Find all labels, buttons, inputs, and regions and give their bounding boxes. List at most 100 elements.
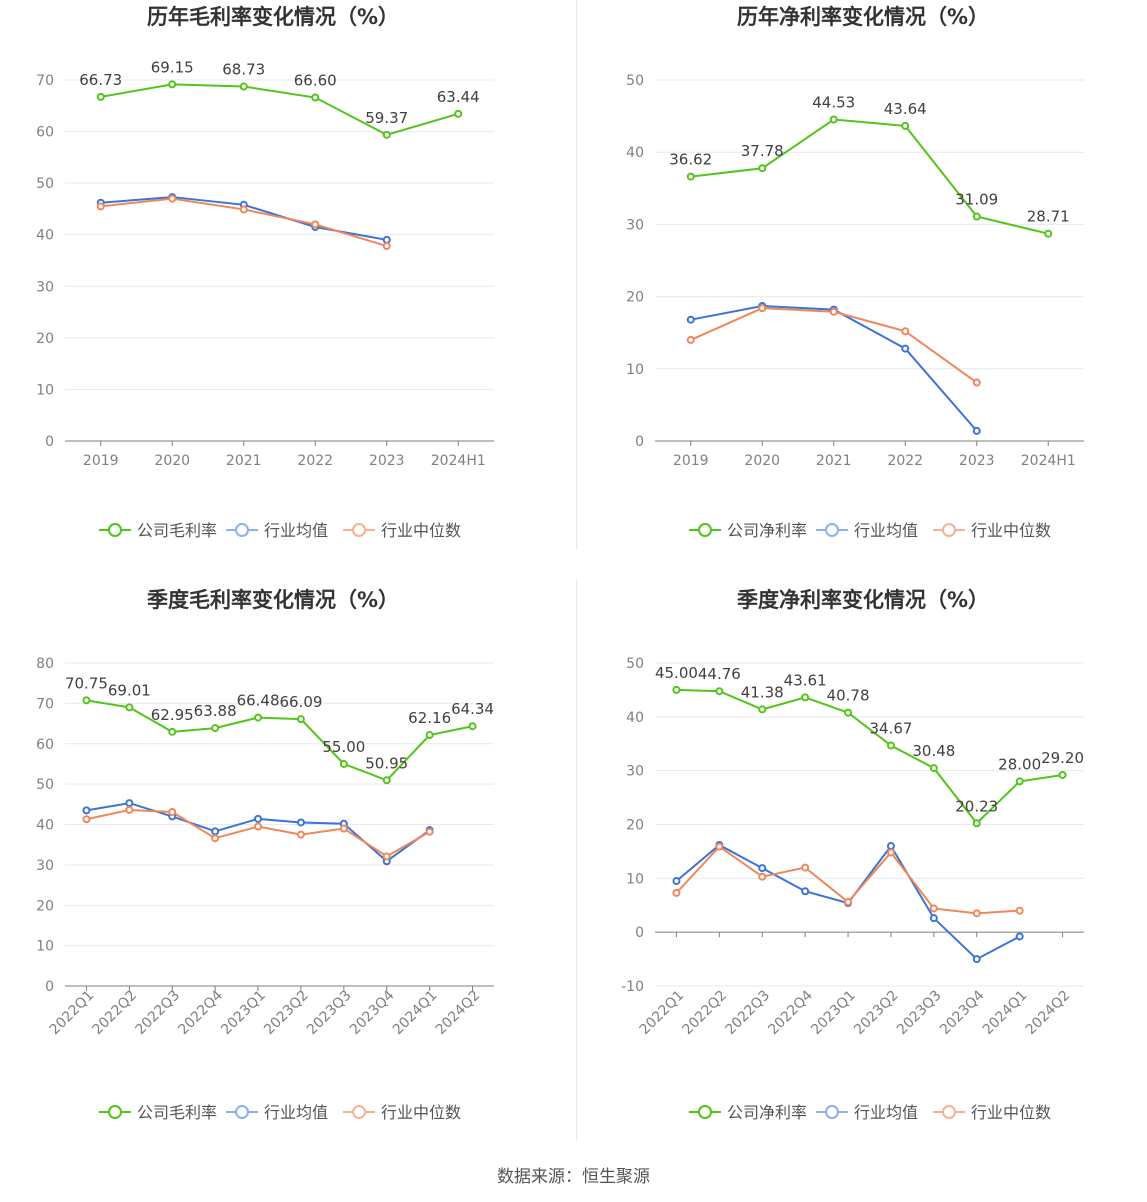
series-point-1 (254, 713, 263, 722)
series-point-1 (972, 819, 981, 828)
series-line-1 (676, 688, 1063, 825)
x-tick-label: 2022Q1 (637, 988, 688, 1039)
data-label: 69.15 (151, 58, 194, 76)
y-tick-label: 10 (36, 939, 54, 955)
data-label: 62.16 (408, 709, 451, 727)
data-source-note: 数据来源：恒生聚源 (497, 1167, 650, 1187)
legend-marker (825, 1105, 839, 1119)
x-tick-label: 2021 (226, 453, 262, 469)
series-point-1 (382, 130, 391, 139)
data-label: 40.78 (827, 687, 870, 705)
legend-item-1: 公司毛利率 (99, 521, 217, 540)
legend-item-3: 行业中位数 (933, 521, 1051, 540)
series-point-1 (715, 687, 724, 696)
x-tick-label: 2022 (887, 453, 923, 469)
x-tick-label: 2022Q4 (765, 987, 816, 1038)
x-tick-label: 2024H1 (1021, 453, 1076, 469)
series-point-1 (1044, 229, 1053, 238)
y-tick-label: 0 (45, 979, 54, 995)
x-tick-label: 2024Q1 (980, 988, 1031, 1039)
y-tick-label: 10 (626, 871, 644, 887)
chart-panel-4: 季度净利率变化情况（%）-10010203040502022Q12022Q220… (621, 588, 1084, 1122)
series-point-1 (758, 164, 767, 173)
series-point-3 (382, 852, 391, 861)
legend-item-1: 公司净利率 (689, 521, 807, 540)
series-line-1 (100, 83, 459, 136)
y-tick-label: 0 (635, 925, 644, 941)
series-point-1 (339, 759, 348, 768)
series-point-1 (686, 172, 695, 181)
y-tick-label: 30 (36, 279, 54, 295)
data-label: 55.00 (322, 738, 365, 756)
y-tick-label: 50 (626, 656, 644, 672)
series-point-1 (382, 776, 391, 785)
series-point-3 (972, 909, 981, 918)
legend-item-2: 行业均值 (226, 1103, 328, 1122)
legend-item-3: 行业中位数 (343, 521, 461, 540)
x-tick-label: 2022Q1 (47, 988, 98, 1039)
legend-item-1: 公司净利率 (689, 1103, 807, 1122)
legend-label: 行业均值 (264, 1103, 328, 1122)
x-tick-label: 2022Q3 (132, 988, 183, 1039)
data-label: 28.00 (998, 755, 1041, 773)
y-tick-label: 10 (626, 362, 644, 378)
series-point-3 (211, 834, 220, 843)
chart-title: 季度毛利率变化情况（%） (147, 588, 399, 612)
x-tick-label: 2022 (297, 453, 333, 469)
series-point-1 (311, 93, 320, 102)
data-label: 62.95 (151, 706, 194, 724)
series-point-3 (929, 904, 938, 913)
chart-title: 历年毛利率变化情况（%） (147, 5, 399, 29)
y-tick-label: 20 (36, 331, 54, 347)
data-label: 37.78 (741, 142, 784, 160)
data-label: 69.01 (108, 681, 151, 699)
chart-title: 历年净利率变化情况（%） (737, 5, 989, 29)
data-label: 45.00 (655, 664, 698, 682)
series-point-3 (801, 863, 810, 872)
series-point-2 (382, 235, 391, 244)
legend-marker (942, 523, 956, 537)
legend-item-3: 行业中位数 (343, 1103, 461, 1122)
data-label: 30.48 (912, 742, 955, 760)
data-label: 29.20 (1041, 749, 1084, 767)
series-point-3 (168, 194, 177, 203)
data-label: 63.44 (437, 88, 480, 106)
series-point-2 (82, 806, 91, 815)
y-tick-label: 70 (36, 696, 54, 712)
series-point-3 (296, 830, 305, 839)
chart-panel-3: 季度毛利率变化情况（%）010203040506070802022Q12022Q… (36, 588, 494, 1122)
series-point-1 (886, 741, 895, 750)
x-tick-label: 2024Q2 (433, 988, 484, 1039)
y-tick-label: -10 (621, 979, 644, 995)
series-point-2 (211, 827, 220, 836)
x-tick-label: 2022Q4 (175, 987, 226, 1038)
series-point-1 (296, 715, 305, 724)
series-point-2 (1015, 932, 1024, 941)
series-point-2 (972, 426, 981, 435)
y-tick-label: 60 (36, 737, 54, 753)
series-point-1 (844, 708, 853, 717)
series-point-3 (239, 205, 248, 214)
y-tick-label: 20 (626, 290, 644, 306)
data-label: 66.48 (237, 692, 280, 710)
x-tick-label: 2024Q2 (1023, 988, 1074, 1039)
legend-label: 行业均值 (264, 521, 328, 540)
series-line-3 (690, 307, 978, 384)
series-point-2 (125, 799, 134, 808)
series-point-2 (901, 344, 910, 353)
chart-panel-1: 历年毛利率变化情况（%） 0 10 20 30 40 50 60 70 2019 2020 2021 2… (36, 5, 494, 540)
x-tick-label: 2023 (369, 453, 405, 469)
legend-label: 公司毛利率 (137, 1103, 217, 1122)
series-point-1 (801, 693, 810, 702)
series-point-2 (672, 877, 681, 886)
vertical-divider-top (576, 0, 577, 550)
series-point-3 (82, 815, 91, 824)
data-label: 66.73 (79, 71, 122, 89)
series-point-3 (382, 242, 391, 251)
legend-label: 行业中位数 (381, 521, 461, 540)
series-point-1 (239, 82, 248, 91)
y-tick-label: 20 (36, 898, 54, 914)
legend-item-2: 行业均值 (816, 1103, 918, 1122)
legend-label: 行业均值 (854, 1103, 918, 1122)
